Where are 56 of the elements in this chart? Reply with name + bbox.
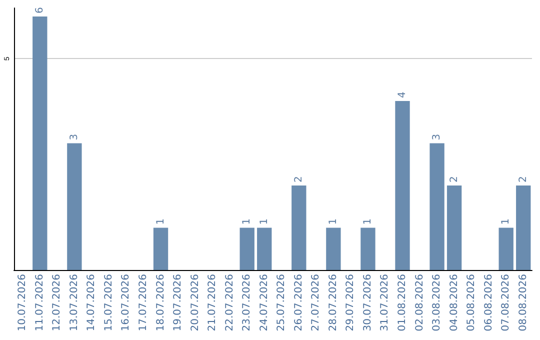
bar <box>32 16 48 270</box>
bar <box>326 228 341 270</box>
data-label: 1 <box>500 218 512 225</box>
x-tick-label: 21.07.2026 <box>207 274 218 332</box>
x-tick-label: 19.07.2026 <box>172 274 184 332</box>
bar <box>516 185 531 270</box>
x-tick-label: 15.07.2026 <box>103 274 114 332</box>
x-tick-label: 08.08.2026 <box>518 274 529 332</box>
bar <box>257 228 272 270</box>
x-tick-label: 23.07.2026 <box>242 274 253 332</box>
x-tick-label: 31.07.2026 <box>380 274 391 332</box>
x-tick-label: 28.07.2026 <box>328 274 339 332</box>
x-tick-label: 03.08.2026 <box>432 274 443 332</box>
data-label: 1 <box>155 218 166 225</box>
data-label: 2 <box>448 176 460 182</box>
data-label: 1 <box>258 218 270 225</box>
x-tick-label: 12.07.2026 <box>52 274 63 332</box>
x-tick-label: 26.07.2026 <box>293 274 304 332</box>
x-tick-label: 22.07.2026 <box>224 274 236 332</box>
data-label: 2 <box>518 176 529 182</box>
data-label: 1 <box>328 218 339 225</box>
x-tick-label: 20.07.2026 <box>190 274 201 332</box>
x-tick-label: 13.07.2026 <box>68 274 80 332</box>
x-tick-label: 16.07.2026 <box>120 274 132 332</box>
bar <box>240 228 254 270</box>
bar <box>67 143 82 270</box>
data-label: 2 <box>293 176 304 182</box>
data-label: 3 <box>432 134 443 140</box>
x-tick-label: 11.07.2026 <box>34 274 46 332</box>
data-label: 3 <box>68 134 80 140</box>
x-tick-label: 18.07.2026 <box>155 274 166 332</box>
bar <box>292 185 306 270</box>
data-label: 1 <box>242 218 253 225</box>
x-tick-label: 06.08.2026 <box>483 274 494 332</box>
bar <box>153 228 168 270</box>
x-tick-label: 29.07.2026 <box>345 274 356 332</box>
data-label: 1 <box>362 218 374 225</box>
x-tick-label: 01.08.2026 <box>397 274 408 332</box>
data-label: 4 <box>397 92 408 98</box>
x-tick-label: 27.07.2026 <box>310 274 322 332</box>
data-label: 6 <box>34 7 46 14</box>
x-tick-label: 07.08.2026 <box>500 274 512 332</box>
x-tick-label: 14.07.2026 <box>86 274 98 332</box>
x-tick-label: 30.07.2026 <box>362 274 374 332</box>
x-tick-label: 17.07.2026 <box>138 274 149 332</box>
bar <box>430 143 444 270</box>
x-tick-label: 10.07.2026 <box>17 274 28 332</box>
x-tick-label: 02.08.2026 <box>414 274 426 332</box>
x-tick-label: 05.08.2026 <box>466 274 478 332</box>
x-tick-label: 04.08.2026 <box>448 274 460 332</box>
x-tick-label: 25.07.2026 <box>276 274 288 332</box>
bar <box>498 228 514 270</box>
x-tick-label: 24.07.2026 <box>258 274 270 332</box>
bar <box>446 185 462 270</box>
bar <box>360 228 376 270</box>
bar <box>395 100 410 270</box>
